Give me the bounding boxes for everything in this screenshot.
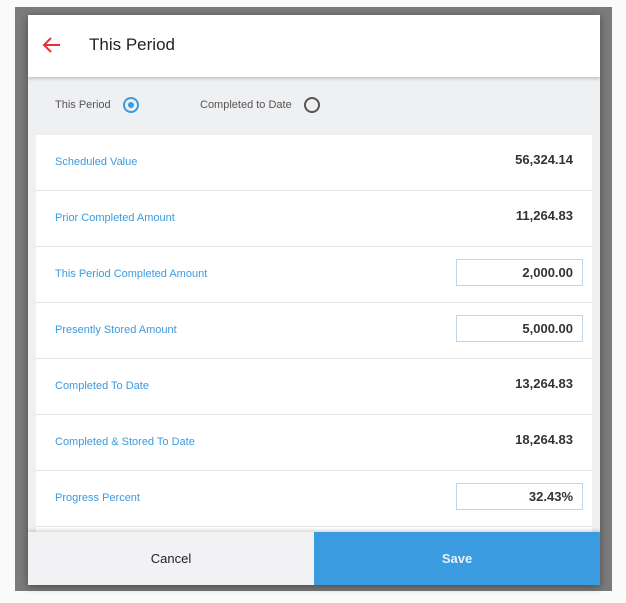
- field-label: Scheduled Value: [55, 156, 138, 168]
- field-value: 56,324.14: [515, 152, 573, 167]
- field-label: Presently Stored Amount: [55, 324, 177, 336]
- field-scheduled-value: Scheduled Value 56,324.14: [36, 135, 592, 191]
- this-period-completed-amount-input[interactable]: [456, 259, 583, 286]
- field-completed-to-date: Completed To Date 13,264.83: [36, 359, 592, 415]
- radio-unselected-icon[interactable]: [303, 97, 320, 113]
- field-this-period-completed-amount: This Period Completed Amount: [36, 247, 592, 303]
- mode-radio-group: This Period Completed to Date: [28, 77, 600, 135]
- field-label: This Period Completed Amount: [55, 268, 208, 280]
- field-presently-stored-amount: Presently Stored Amount: [36, 303, 592, 359]
- progress-percent-input[interactable]: [456, 483, 583, 510]
- field-value: 11,264.83: [515, 208, 573, 223]
- presently-stored-amount-input[interactable]: [456, 315, 583, 342]
- field-label: Completed To Date: [55, 380, 149, 392]
- field-value: 13,264.83: [515, 376, 573, 391]
- field-completed-stored-to-date: Completed & Stored To Date 18,264.83: [36, 415, 592, 471]
- field-label: Completed & Stored To Date: [55, 436, 195, 448]
- field-list: Scheduled Value 56,324.14 Prior Complete…: [36, 135, 592, 535]
- radio-label: Completed to Date: [200, 99, 292, 111]
- back-button[interactable]: [40, 33, 64, 57]
- radio-selected-icon[interactable]: [122, 97, 139, 113]
- radio-this-period[interactable]: This Period: [55, 97, 139, 113]
- field-label: Progress Percent: [55, 492, 140, 504]
- field-progress-percent: Progress Percent: [36, 471, 592, 527]
- arrow-left-icon: [42, 37, 60, 53]
- radio-completed-to-date[interactable]: Completed to Date: [200, 97, 320, 113]
- this-period-dialog: This Period This Period Completed to Dat…: [28, 15, 600, 585]
- save-button[interactable]: Save: [314, 532, 600, 585]
- radio-label: This Period: [55, 99, 111, 111]
- header: This Period: [28, 15, 600, 77]
- footer: Cancel Save: [28, 532, 600, 585]
- page-title: This Period: [89, 35, 175, 54]
- field-value: 18,264.83: [515, 432, 573, 447]
- field-prior-completed-amount: Prior Completed Amount 11,264.83: [36, 191, 592, 247]
- field-label: Prior Completed Amount: [55, 212, 175, 224]
- cancel-button[interactable]: Cancel: [28, 532, 314, 585]
